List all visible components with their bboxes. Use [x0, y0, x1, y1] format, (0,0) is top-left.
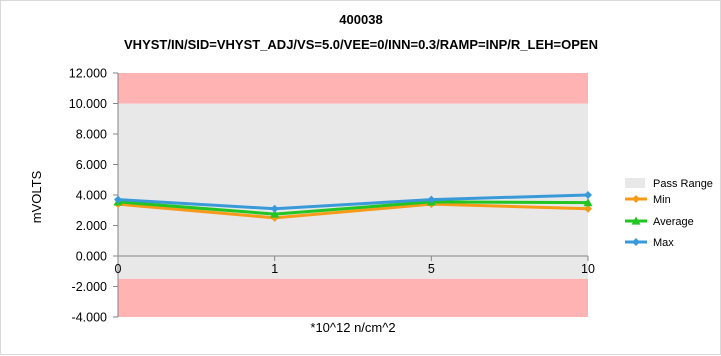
y-tick-label: 2.000: [76, 219, 107, 233]
legend-marker-average: [631, 216, 641, 225]
plot-series: [113, 191, 593, 222]
y-tick-label: 0.000: [76, 250, 107, 264]
series-line-min: [117, 202, 589, 220]
point-max: [584, 191, 592, 199]
pass-range-band: [118, 103, 588, 279]
fail-band-upper: [118, 73, 588, 104]
plot-ticks: -4.000 -2.000 0.000 2.000 4.000 6.000 8.000 10.…: [69, 67, 595, 325]
y-tick-label: -4.000: [72, 311, 107, 325]
x-tick-label: 10: [581, 262, 595, 276]
y-tick-label: 4.000: [76, 189, 107, 203]
series-line-average: [117, 200, 589, 216]
point-max: [427, 195, 436, 204]
point-average: [270, 209, 280, 218]
legend-marker-min: [632, 195, 640, 203]
legend-label-max: Max: [653, 237, 674, 249]
series-line-max: [117, 193, 589, 211]
point-max: [114, 195, 122, 204]
y-tick-label: -2.000: [72, 280, 107, 294]
plot-bands: [118, 73, 588, 317]
y-tick-label: 10.000: [69, 97, 107, 111]
legend-label-pass-range: Pass Range: [653, 178, 713, 190]
point-min: [584, 204, 592, 213]
legend-marker-max: [632, 238, 640, 246]
x-tick-label: 5: [428, 262, 435, 276]
legend-swatch-pass-range: [625, 178, 645, 188]
y-tick-label: 12.000: [69, 67, 107, 81]
fail-band-lower: [118, 278, 588, 317]
x-tick-label: 0: [115, 262, 122, 276]
x-axis-label: *10^12 n/cm^2: [310, 320, 395, 335]
x-tick-label: 1: [271, 262, 278, 276]
y-tick-label: 6.000: [76, 158, 107, 172]
y-axis-label: mVOLTS: [29, 170, 44, 223]
y-tick-label: 8.000: [76, 128, 107, 142]
legend-label-min: Min: [653, 194, 671, 206]
point-max: [270, 204, 279, 213]
chart-subtitle: VHYST/IN/SID=VHYST_ADJ/VS=5.0/VEE=0/INN=…: [124, 37, 598, 52]
legend: Pass Range Min Average Max: [625, 178, 713, 249]
point-average: [583, 198, 593, 207]
chart-title: 400038: [339, 12, 382, 27]
legend-label-average: Average: [653, 216, 694, 228]
